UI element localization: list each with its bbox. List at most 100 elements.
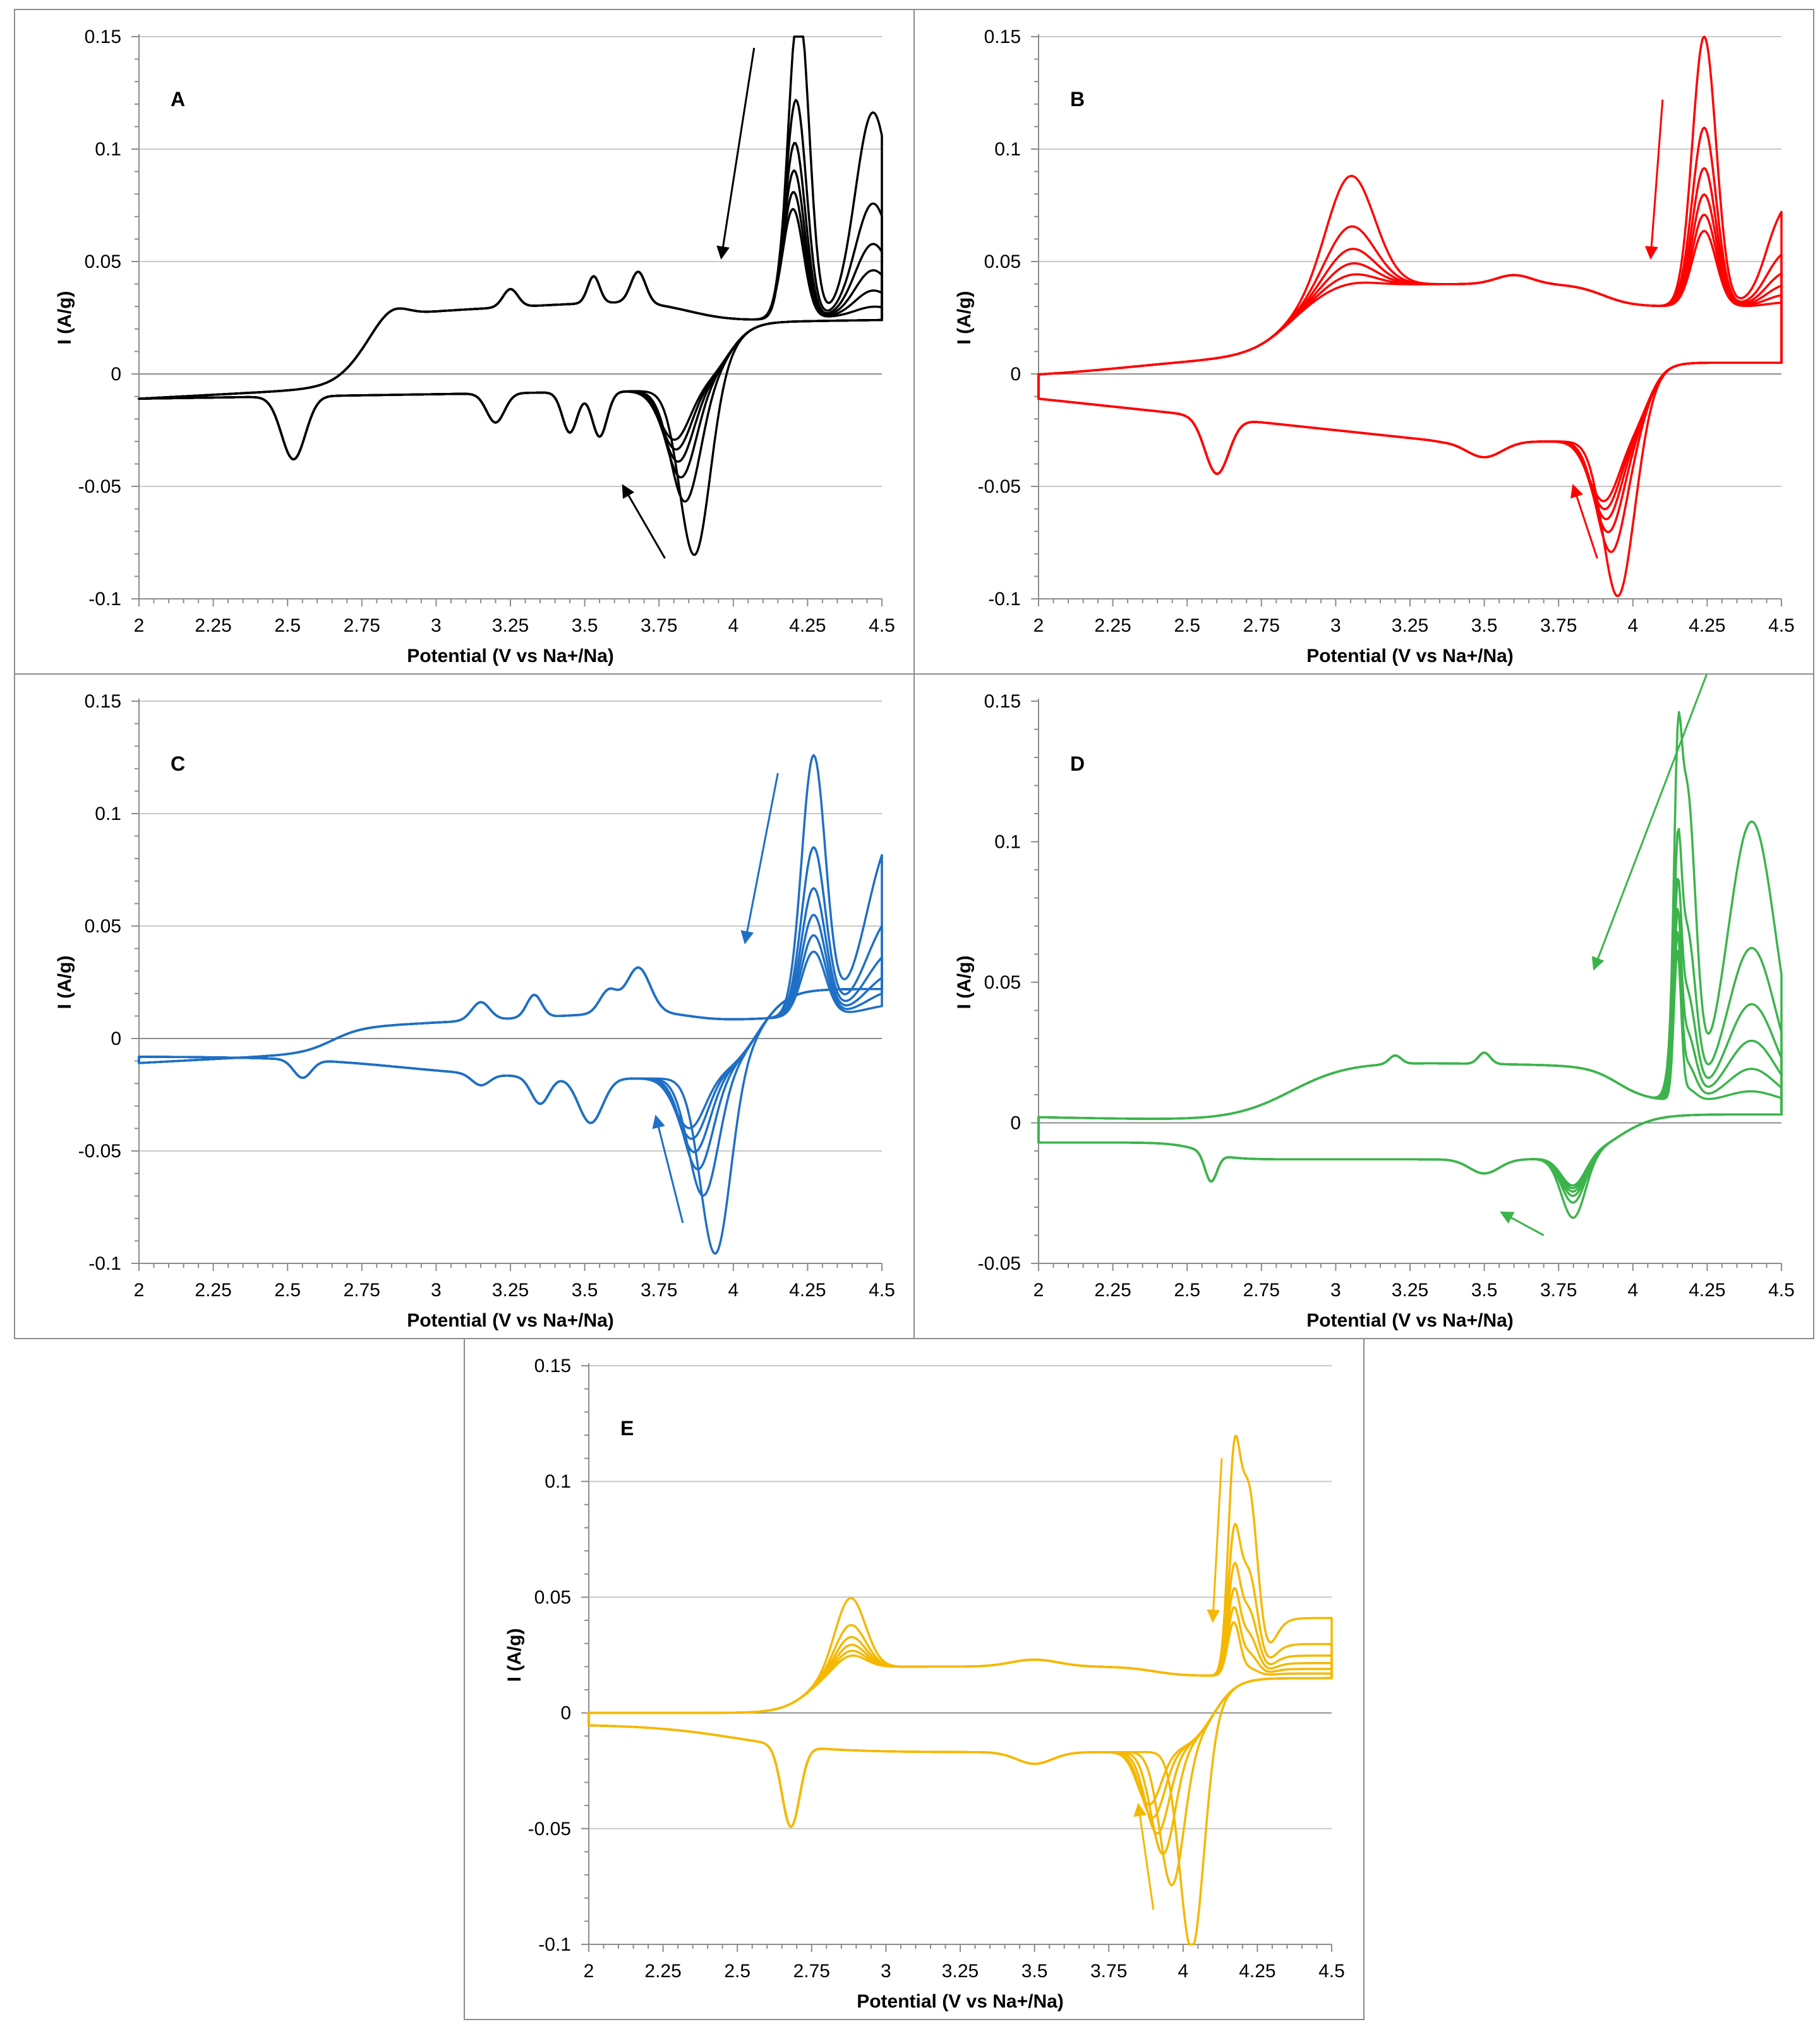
x-tick-label: 4.25 [1689, 1280, 1725, 1301]
x-tick-label: 2.5 [1174, 1280, 1200, 1301]
cycle-arrow [652, 1114, 684, 1224]
x-tick-label: 2.75 [1243, 615, 1280, 636]
cv-cycle-6 [588, 1621, 1333, 1828]
x-axis-label: Potential (V vs Na+/Na) [407, 646, 614, 666]
y-tick-label: 0.1 [95, 139, 121, 160]
cv-cycle-5 [1037, 214, 1783, 510]
x-tick-label: 3.5 [1471, 1280, 1498, 1301]
x-tick-label: 2.5 [274, 615, 301, 636]
x-tick-label: 2.5 [274, 1280, 301, 1301]
y-tick-label: 0.15 [534, 1356, 571, 1376]
x-tick-label: 3.75 [641, 1280, 677, 1301]
y-tick-label: 0 [1010, 1113, 1021, 1134]
x-tick-label: 2.5 [1174, 615, 1200, 636]
x-tick-label: 2.75 [1243, 1280, 1280, 1301]
x-tick-label: 2.25 [644, 1961, 681, 1982]
x-tick-label: 3 [431, 1280, 442, 1301]
panel-a: 2 2.25 2.5 2.75 3 3.25 3.5 3.75 4 4.25 4.5 -0.1 -0.0… [14, 9, 915, 675]
x-tick-label: 4 [1627, 615, 1638, 636]
x-axis-label: Potential (V vs Na+/Na) [1306, 646, 1514, 666]
x-tick-label: 3.5 [572, 615, 598, 636]
cv-cycle-2 [1037, 126, 1783, 553]
x-tick-label: 4.5 [869, 615, 895, 636]
x-tick-label: 2.5 [724, 1961, 750, 1982]
y-tick-label: 0.05 [984, 251, 1021, 272]
cv-cycle-3 [138, 887, 883, 1171]
cv-cycle-6 [1037, 229, 1783, 503]
cv-cycle-2 [138, 99, 883, 503]
cv-cycle-1 [139, 754, 883, 1255]
y-tick-label: -0.1 [988, 589, 1021, 610]
y-axis-label: I (A/g) [954, 291, 975, 345]
y-tick-label: 0.05 [85, 251, 121, 272]
cv-cycle-2 [138, 846, 883, 1197]
y-tick-label: -0.1 [88, 1253, 121, 1274]
x-tick-label: 2 [584, 1961, 594, 1982]
x-tick-label: 4.5 [1318, 1961, 1345, 1982]
x-tick-label: 3.5 [1021, 1961, 1048, 1982]
cycle-arrow [740, 773, 779, 945]
cycle-arrow [716, 47, 756, 260]
cv-cycle-4 [138, 913, 883, 1153]
cv-cycle-6 [138, 208, 883, 461]
panel-label: D [1070, 752, 1085, 775]
x-tick-label: 2.75 [344, 615, 380, 636]
x-tick-label: 3.25 [492, 615, 529, 636]
y-axis-label: I (A/g) [54, 291, 75, 345]
cv-cycle-3 [588, 1562, 1333, 1855]
x-axis-label: Potential (V vs Na+/Na) [1306, 1310, 1514, 1331]
x-tick-label: 4.25 [1239, 1961, 1275, 1982]
panel-d: 2 2.25 2.5 2.75 3 3.25 3.5 3.75 4 4.25 4.5 -0.05 0 0.… [913, 673, 1814, 1339]
y-axis-label: I (A/g) [954, 956, 975, 1009]
cycle-arrow [1500, 1211, 1545, 1236]
y-tick-label: -0.05 [978, 1253, 1021, 1274]
cv-cycle-5 [138, 191, 883, 461]
panel-label: E [620, 1417, 634, 1440]
cycle-arrow [622, 484, 666, 559]
x-tick-label: 3.75 [1540, 615, 1577, 636]
panel-c: 2 2.25 2.5 2.75 3 3.25 3.5 3.75 4 4.25 4.5 -0.1 -0.0… [14, 673, 915, 1339]
panel-label: C [171, 752, 185, 775]
panel-b: 2 2.25 2.5 2.75 3 3.25 3.5 3.75 4 4.25 4.5 -0.1 -0.0… [913, 9, 1814, 675]
x-tick-label: 2.25 [195, 1280, 231, 1301]
x-tick-label: 3.75 [1540, 1280, 1577, 1301]
y-tick-label: -0.05 [528, 1819, 571, 1839]
cycle-arrow [1644, 99, 1664, 260]
x-tick-label: 4.5 [1768, 1280, 1795, 1301]
cycle-arrow [1591, 675, 1708, 971]
x-tick-label: 3 [1330, 615, 1341, 636]
y-tick-label: 0 [1010, 364, 1021, 385]
panel-label: A [171, 88, 185, 111]
panel-label: B [1070, 88, 1085, 111]
x-tick-label: 2.25 [1094, 615, 1131, 636]
x-tick-label: 4.5 [869, 1280, 895, 1301]
cv-cycle-4 [588, 1587, 1333, 1835]
x-tick-label: 2.75 [793, 1961, 830, 1982]
cycle-arrow [1570, 484, 1598, 559]
y-tick-label: 0.1 [545, 1471, 571, 1492]
x-tick-label: 3 [881, 1961, 891, 1982]
chart-a: 2 2.25 2.5 2.75 3 3.25 3.5 3.75 4 4.25 4.5 -0.1 -0.0… [54, 27, 895, 666]
y-tick-label: 0 [111, 364, 121, 385]
y-tick-label: 0.1 [95, 804, 121, 824]
chart-c: 2 2.25 2.5 2.75 3 3.25 3.5 3.75 4 4.25 4.5 -0.1 -0.0… [54, 691, 895, 1331]
x-tick-label: 3.25 [942, 1961, 979, 1982]
x-tick-label: 4 [1178, 1961, 1188, 1982]
x-tick-label: 4 [728, 615, 738, 636]
y-tick-label: 0.05 [85, 916, 121, 937]
cycle-arrow [1133, 1803, 1155, 1910]
chart-b: 2 2.25 2.5 2.75 3 3.25 3.5 3.75 4 4.25 4.5 -0.1 -0.0… [954, 27, 1795, 666]
y-tick-label: 0.1 [994, 139, 1021, 160]
x-tick-label: 3 [431, 615, 442, 636]
y-tick-label: 0.15 [984, 27, 1021, 47]
y-axis-label: I (A/g) [54, 956, 75, 1009]
x-tick-label: 3.25 [1392, 1280, 1428, 1301]
y-tick-label: -0.05 [978, 476, 1021, 497]
x-tick-label: 3.75 [1090, 1961, 1127, 1982]
cv-cycle-6 [138, 950, 883, 1129]
x-tick-label: 4.25 [789, 615, 826, 636]
y-tick-label: -0.05 [78, 476, 121, 497]
cycle-arrow [1207, 1458, 1223, 1623]
panel-e: 2 2.25 2.5 2.75 3 3.25 3.5 3.75 4 4.25 4.5 -0.1 -0.0… [464, 1338, 1365, 2020]
x-tick-label: 2 [1034, 615, 1044, 636]
